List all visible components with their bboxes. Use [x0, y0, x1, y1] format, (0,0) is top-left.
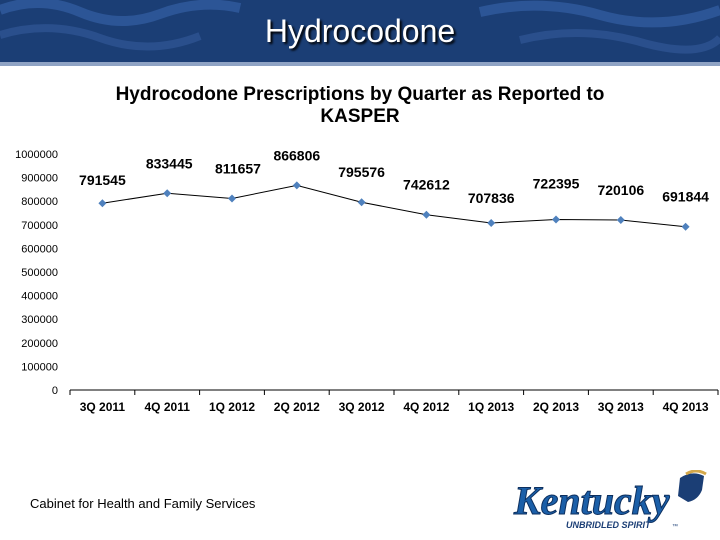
kentucky-logo: Kentucky UNBRIDLED SPIRIT ™ [510, 469, 710, 539]
banner-divider [0, 62, 720, 66]
y-tick-label: 100000 [21, 361, 58, 373]
data-point-marker [487, 218, 496, 227]
logo-wordmark: Kentucky [513, 478, 670, 523]
data-point-marker [552, 215, 560, 224]
x-tick-label: 1Q 2012 [209, 400, 255, 414]
data-label: 795576 [338, 164, 385, 180]
banner-wave-pattern [0, 0, 720, 54]
y-tick-label: 900000 [21, 173, 58, 185]
x-tick-label: 3Q 2013 [598, 400, 644, 414]
data-point-marker [163, 189, 172, 198]
x-tick-label: 1Q 2013 [468, 400, 514, 414]
data-labels: 791545 833445 811657 866806 795576 742612 7078… [79, 147, 709, 206]
chart-title-line-1: Hydrocodone Prescriptions by Quarter as … [115, 84, 605, 105]
data-label: 707836 [468, 190, 515, 206]
y-tick-label: 300000 [21, 314, 58, 326]
data-point-marker [292, 181, 301, 190]
y-tick-label: 200000 [21, 338, 58, 350]
data-point-marker [422, 210, 431, 219]
y-tick-label: 800000 [21, 196, 58, 208]
data-label: 742612 [403, 177, 450, 193]
data-label: 691844 [662, 189, 709, 205]
series-hydrocodone [98, 181, 690, 231]
logo-tagline: UNBRIDLED SPIRIT [566, 520, 652, 530]
series-line [102, 184, 686, 228]
y-tick-label: 0 [52, 385, 58, 397]
chart-title: Hydrocodone Prescriptions by Quarter as … [60, 84, 660, 128]
horse-head-icon [678, 473, 704, 502]
data-point-marker [98, 199, 107, 208]
data-label: 866806 [273, 147, 320, 163]
title-banner: Hydrocodone [0, 0, 720, 66]
chart-title-line-2: KASPER [320, 106, 400, 127]
y-tick-label: 400000 [21, 291, 58, 303]
data-point-marker [681, 222, 690, 231]
x-tick-label: 4Q 2011 [145, 400, 191, 414]
y-axis: 0 100000 200000 300000 400000 500000 600000 700… [15, 149, 58, 397]
data-label: 833445 [146, 155, 193, 171]
data-point-marker [616, 216, 625, 225]
x-tick-label: 4Q 2012 [403, 400, 449, 414]
data-label: 811657 [215, 160, 261, 176]
data-label: 720106 [597, 182, 644, 198]
logo-trademark: ™ [672, 523, 678, 530]
y-tick-label: 1000000 [15, 149, 58, 161]
data-label: 722395 [533, 176, 580, 192]
x-tick-label: 4Q 2013 [663, 400, 709, 414]
y-tick-label: 700000 [21, 220, 58, 232]
data-point-marker [357, 198, 366, 207]
data-point-marker [228, 194, 236, 203]
x-tick-label: 3Q 2011 [80, 400, 126, 414]
x-tick-label: 2Q 2012 [274, 400, 320, 414]
slide-title: Hydrocodone [264, 13, 456, 49]
x-tick-label: 2Q 2013 [533, 400, 579, 414]
y-tick-label: 500000 [21, 267, 58, 279]
x-tick-label: 3Q 2012 [339, 400, 385, 414]
data-label: 791545 [79, 172, 126, 188]
kentucky-logo-graphic: Kentucky UNBRIDLED SPIRIT ™ [513, 469, 707, 530]
y-tick-label: 600000 [21, 243, 58, 255]
footer-text: Cabinet for Health and Family Services [30, 496, 256, 511]
x-axis: 3Q 2011 4Q 2011 1Q 2012 2Q 2012 3Q 2012 4Q 20… [69, 389, 719, 414]
